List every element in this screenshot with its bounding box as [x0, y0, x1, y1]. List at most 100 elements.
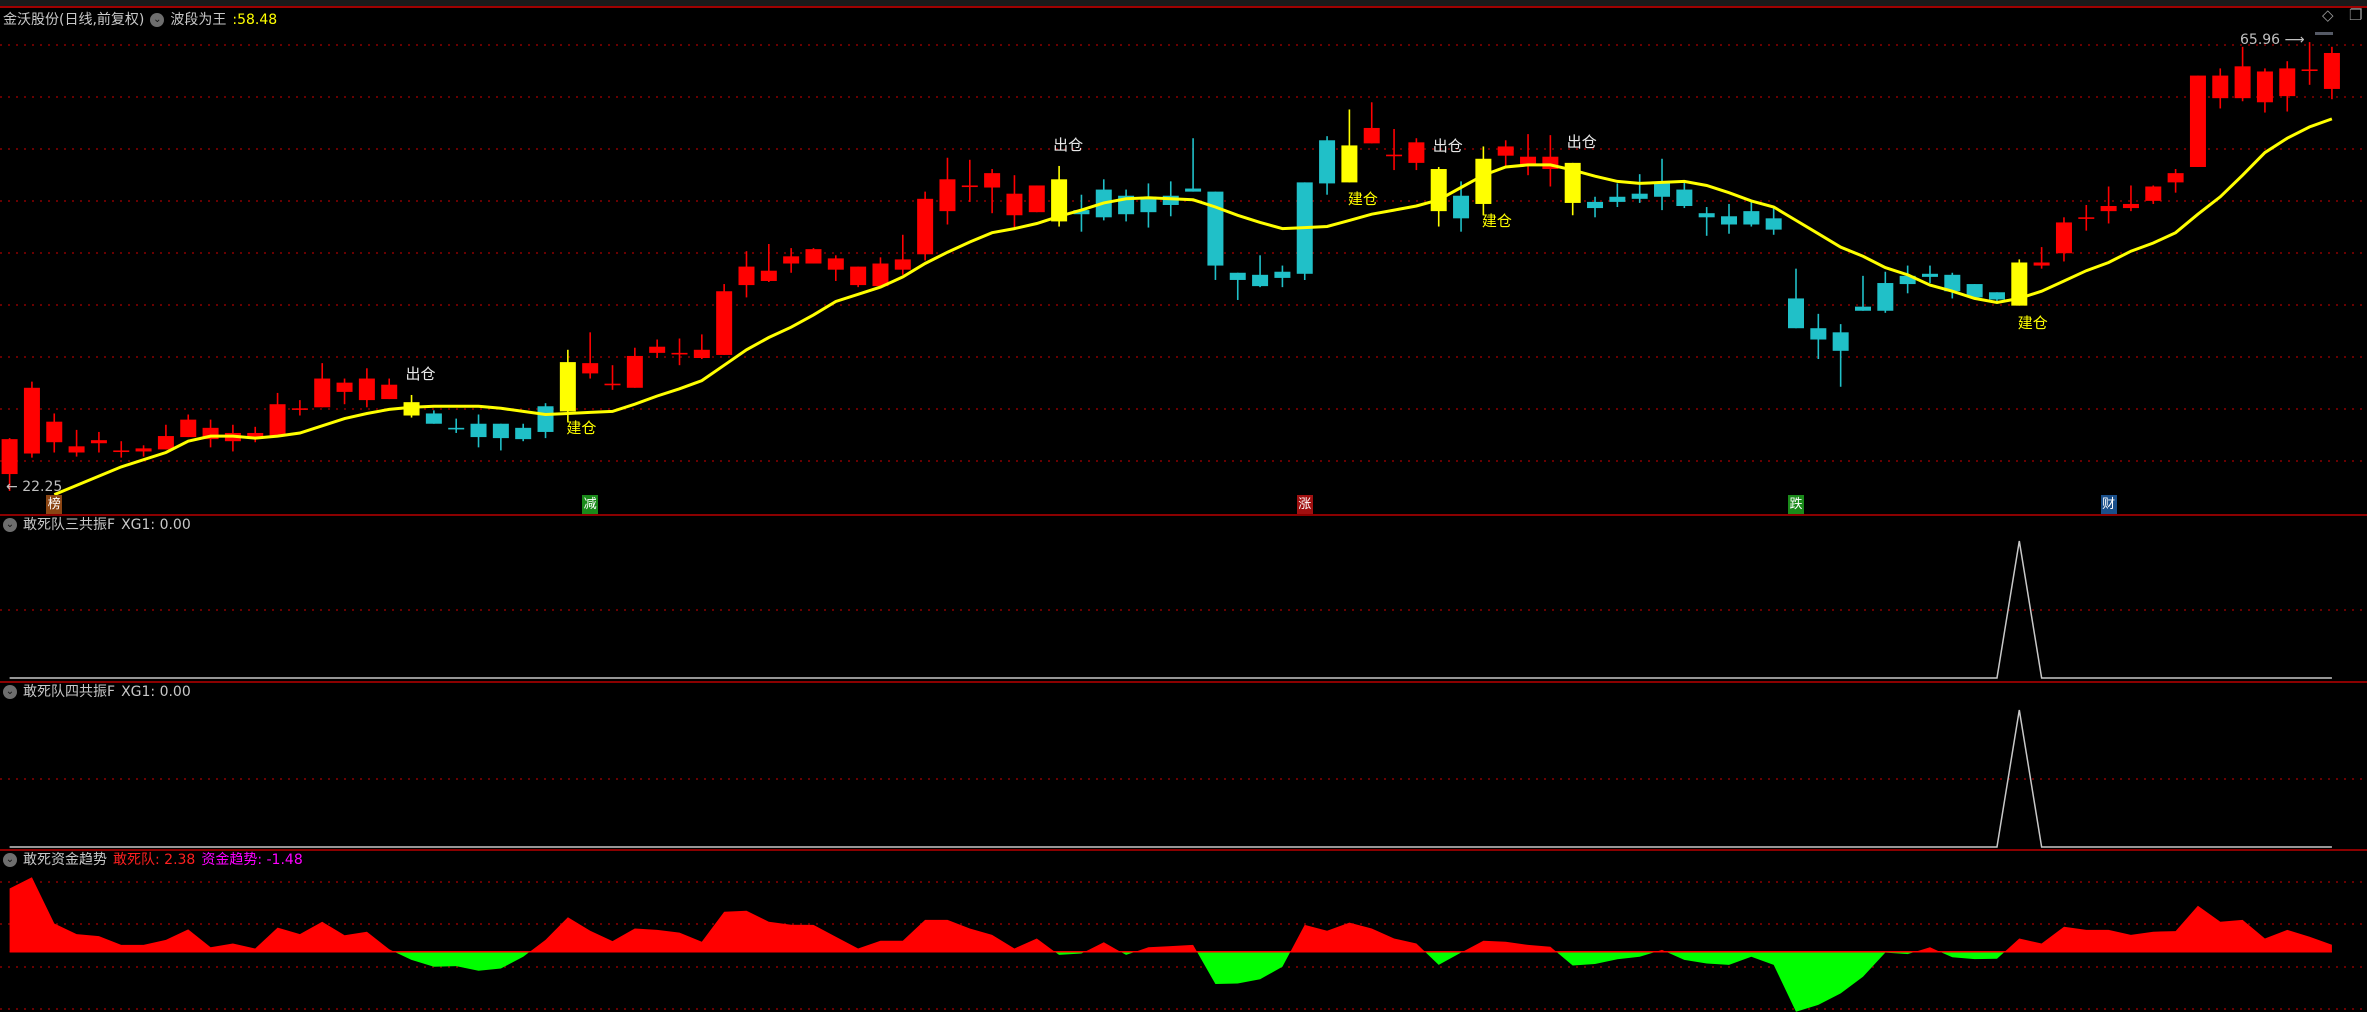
candle-body — [113, 450, 130, 453]
chevron-down-circle-icon[interactable]: ⌄ — [3, 518, 17, 532]
candle-body — [1028, 185, 1045, 213]
chevron-down-circle-icon[interactable]: ⌄ — [3, 685, 17, 699]
candle-body — [1587, 201, 1604, 209]
candle-body — [1341, 145, 1358, 183]
candle-body — [1006, 193, 1023, 216]
candle-body — [2256, 71, 2273, 103]
candle-body — [1944, 274, 1961, 292]
candle-body — [604, 383, 621, 386]
signal-in-label: 建仓 — [1481, 211, 1512, 230]
xg1-line — [9, 540, 2332, 679]
candle-body — [358, 378, 375, 401]
signal-in-label: 建仓 — [566, 419, 597, 438]
candle-body — [1743, 211, 1760, 225]
candle-body — [247, 432, 264, 438]
candle-body — [2055, 222, 2072, 254]
candle-body — [515, 427, 532, 440]
panel2-title: 敢死队三共振F — [23, 517, 116, 533]
panel4-header: ⌄ 敢死资金趋势 敢死队: 2.38 资金趋势: -1.48 — [3, 850, 303, 870]
candle-body — [336, 382, 353, 392]
candle-body — [314, 378, 331, 408]
candle-body — [381, 384, 398, 400]
candle-body — [1698, 213, 1715, 218]
panel-divider — [0, 514, 2367, 516]
candle-body — [1363, 127, 1380, 144]
indicator-name: 波段为王 — [170, 12, 227, 28]
candle-body — [1721, 216, 1738, 225]
panel-divider — [0, 849, 2367, 851]
window-restore-icon[interactable]: ❐ — [2349, 6, 2363, 24]
candle-body — [425, 413, 442, 424]
candle-body — [1319, 140, 1336, 184]
chevron-down-circle-icon[interactable]: ⌄ — [3, 853, 17, 867]
candle-body — [961, 185, 978, 188]
candle-body — [1832, 332, 1849, 351]
candle-body — [1185, 188, 1202, 192]
high-price-value: 65.96 — [2240, 32, 2281, 48]
candle-body — [2145, 186, 2162, 201]
candle-body — [917, 198, 934, 255]
candle-body — [1654, 183, 1671, 197]
panel2-header: ⌄ 敢死队三共振F XG1: 0.00 — [3, 515, 191, 535]
candle-body — [269, 404, 286, 437]
candle-body — [1899, 275, 1916, 285]
candle-body — [1877, 283, 1894, 311]
candle-body — [1, 439, 18, 475]
candle-body — [1788, 298, 1804, 329]
candle-body — [693, 349, 710, 359]
event-marker: 减 — [582, 495, 599, 514]
candle-body — [2011, 262, 2028, 306]
chevron-down-circle-icon[interactable]: ⌄ — [150, 13, 165, 27]
candle-body — [1453, 195, 1470, 219]
candle-body — [1810, 328, 1827, 340]
candle-body — [872, 263, 889, 287]
signal-in-label: 建仓 — [2017, 313, 2048, 332]
candle-body — [1966, 284, 1983, 298]
candle-body — [2189, 75, 2206, 167]
candle-body — [1408, 142, 1425, 163]
candle-body — [537, 406, 554, 432]
signal-out-label: 出仓 — [1566, 132, 1597, 151]
candle-body — [1162, 195, 1179, 205]
candle-body — [2323, 52, 2340, 89]
candle-body — [1430, 169, 1447, 212]
candle-body — [1229, 272, 1246, 280]
top-toolbar-strip — [0, 0, 2367, 8]
candle-body — [984, 173, 1001, 188]
event-marker: 涨 — [1296, 495, 1313, 514]
event-marker: 跌 — [1788, 495, 1804, 514]
candle-body — [1073, 210, 1090, 215]
diamond-icon[interactable]: ◇ — [2322, 6, 2334, 24]
candle-body — [1609, 196, 1626, 202]
candle-body — [2122, 203, 2139, 209]
series2-value: 资金趋势: -1.48 — [201, 852, 303, 868]
xg1-line — [9, 709, 2332, 848]
candle-body — [202, 427, 219, 440]
candle-body — [157, 436, 174, 450]
low-price-label: ← 22.25 — [6, 479, 63, 495]
candle-body — [1988, 292, 2005, 300]
indicator-value: :58.48 — [232, 12, 278, 28]
signal-out-label: 出仓 — [1053, 135, 1084, 154]
candle-body — [90, 440, 107, 444]
candle-body — [291, 408, 308, 410]
candle-body — [626, 355, 643, 388]
toolbar-dash — [2315, 32, 2333, 35]
candle-body — [1252, 274, 1269, 287]
candle-body — [894, 259, 911, 270]
series1-value: 敢死队: 2.38 — [113, 852, 196, 868]
candle-body — [783, 256, 800, 264]
fund-trend-negative-area — [9, 951, 2332, 1012]
candle-body — [448, 427, 465, 430]
candle-body — [1140, 196, 1157, 213]
candle-body — [716, 291, 733, 355]
candle-body — [403, 402, 420, 416]
candle-body — [1765, 218, 1782, 230]
candle-body — [2033, 262, 2050, 266]
candle-body — [1520, 156, 1537, 165]
candle-body — [1386, 154, 1403, 157]
candle-body — [582, 363, 599, 374]
candle-body — [492, 423, 509, 439]
candle-body — [1051, 179, 1068, 222]
